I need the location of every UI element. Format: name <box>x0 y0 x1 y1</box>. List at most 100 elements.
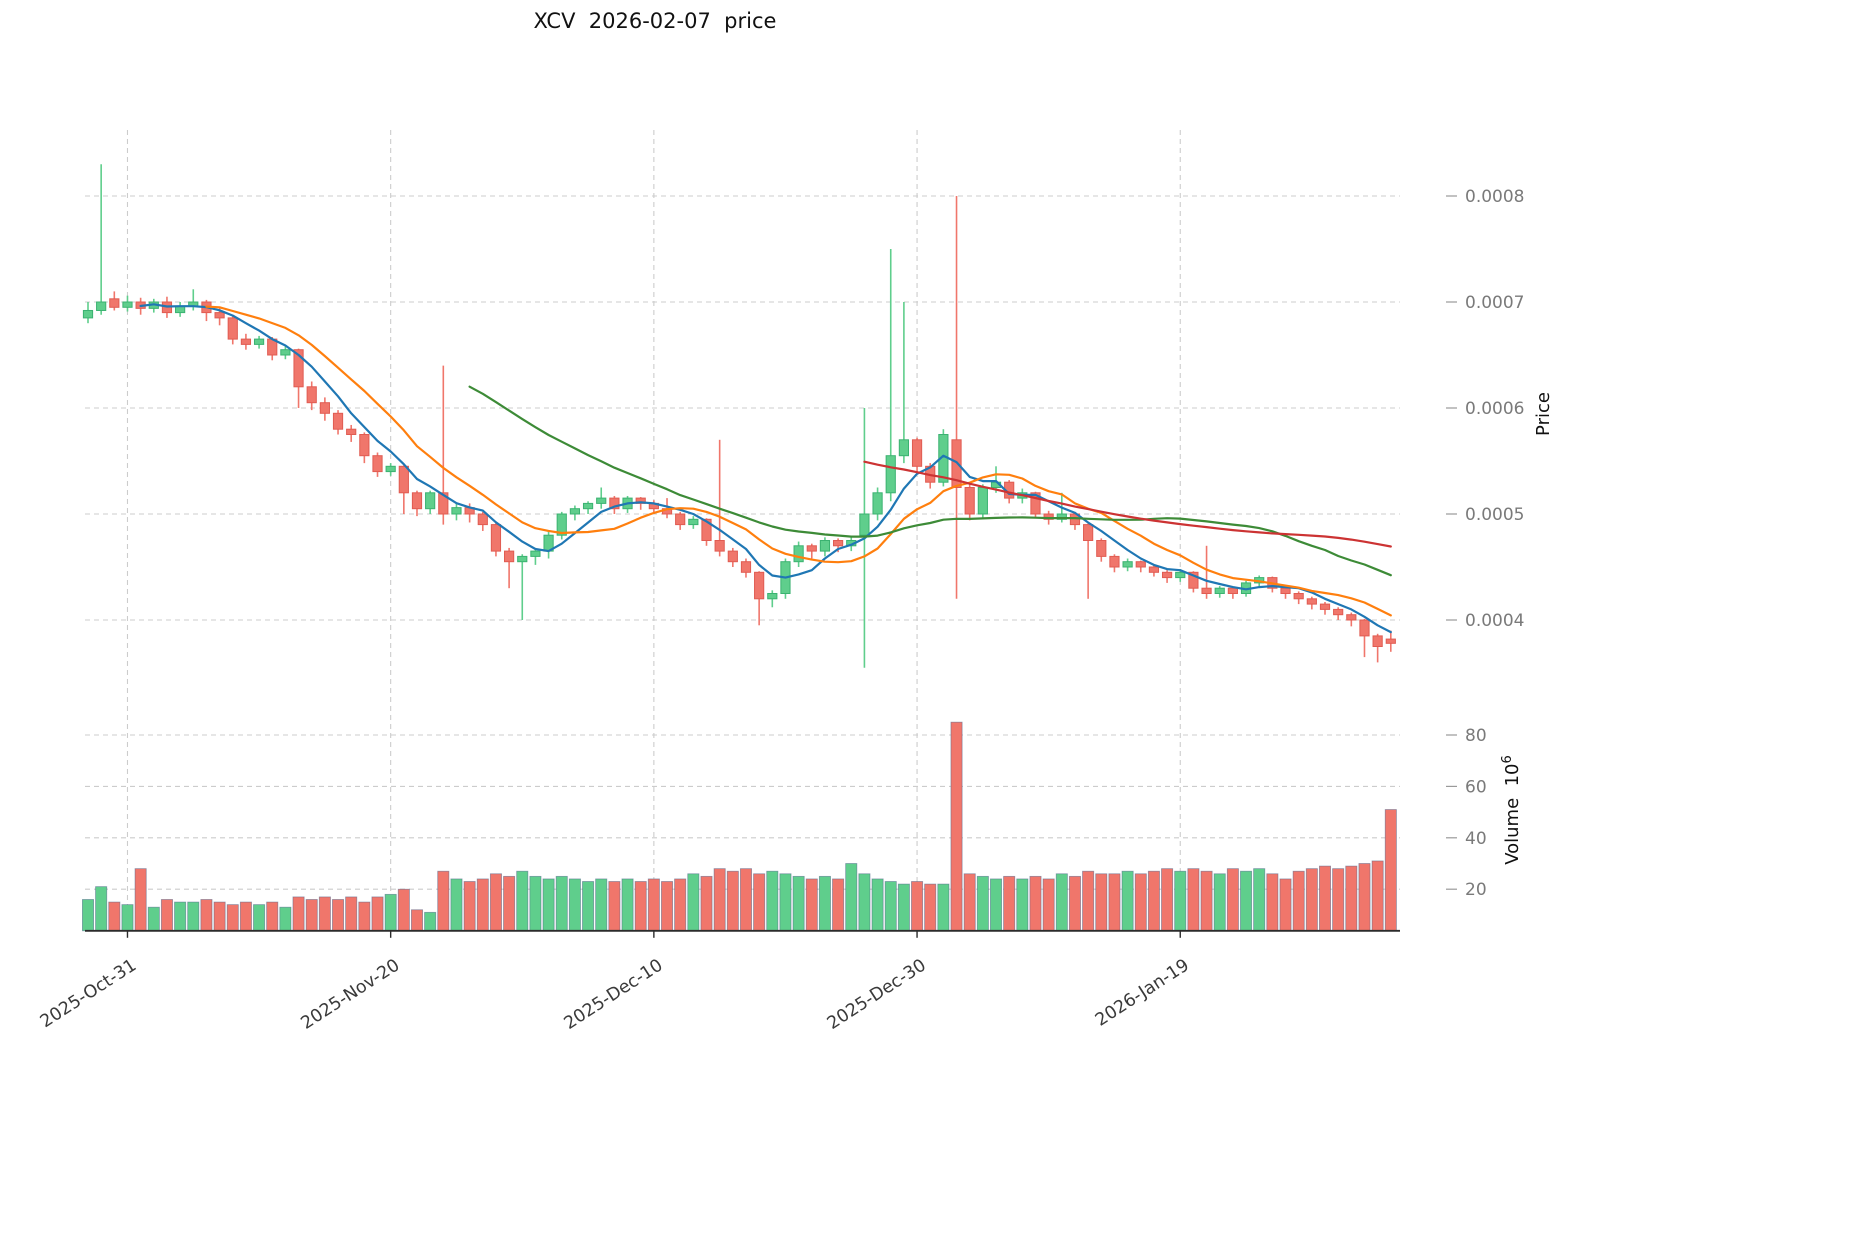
candle <box>898 439 909 457</box>
volume-bar <box>950 721 963 932</box>
candle <box>1122 561 1133 568</box>
volume-bar <box>529 875 542 932</box>
volume-bar <box>463 881 476 932</box>
ma-line-MA60 <box>863 460 1392 548</box>
volume-bar <box>1161 868 1174 932</box>
candle-bodies <box>82 298 1396 648</box>
volume-bar <box>437 870 450 932</box>
volume-bar <box>1003 875 1016 932</box>
volume-bar <box>450 878 463 932</box>
price-tick-label: 0.0006 <box>1465 399 1524 419</box>
candle <box>96 301 107 311</box>
volume-bar <box>542 878 555 932</box>
candle <box>911 439 923 467</box>
volume-bar <box>713 868 726 932</box>
volume-bar <box>121 904 134 932</box>
volume-bar <box>1187 868 1200 932</box>
x-tick-label: 2025-Nov-20 <box>298 955 404 1033</box>
volume-bar <box>924 883 937 932</box>
candle <box>1030 492 1041 515</box>
volume-bar <box>160 899 173 932</box>
volume-bar <box>1253 868 1266 932</box>
volume-bar <box>239 901 252 932</box>
volume-bar <box>897 883 910 932</box>
candle <box>517 555 528 563</box>
volume-bar <box>1305 868 1318 932</box>
volume-bar <box>147 906 160 932</box>
candle <box>688 518 699 526</box>
price-tick-label: 0.0007 <box>1465 293 1524 313</box>
volume-bar <box>568 878 581 932</box>
x-tick-label: 2025-Oct-31 <box>37 955 140 1032</box>
candle <box>582 502 594 510</box>
ma-line-MA5 <box>139 303 1392 634</box>
volume-tick-label: 80 <box>1465 726 1487 746</box>
volume-bar <box>292 896 305 932</box>
candle <box>306 386 317 404</box>
candle <box>819 540 831 552</box>
candle <box>359 434 370 457</box>
volume-bar <box>779 873 792 932</box>
volume-bar <box>489 873 502 932</box>
candle <box>596 497 607 504</box>
candle <box>1148 566 1160 573</box>
gridlines <box>85 130 1400 931</box>
volume-bar <box>753 873 766 932</box>
candle <box>727 550 738 563</box>
volume-bar <box>1055 873 1068 932</box>
volume-bar <box>1147 870 1160 932</box>
volume-bar <box>516 870 529 932</box>
volume-bar <box>266 901 279 932</box>
candle <box>214 312 225 319</box>
volume-bar <box>1108 873 1121 932</box>
candle <box>793 545 804 563</box>
volume-axis-label-main: Volume 10 <box>1502 763 1523 864</box>
candle <box>438 492 449 515</box>
volume-bar <box>661 881 674 932</box>
candle <box>1201 587 1212 595</box>
volume-tick-label: 20 <box>1465 880 1487 900</box>
ma-line-MA30 <box>468 385 1392 577</box>
volume-bar <box>845 863 858 932</box>
volume-bar <box>608 881 621 932</box>
volume-bar <box>832 878 845 932</box>
x-tick-label: 2025-Dec-10 <box>561 955 667 1033</box>
candle <box>122 301 133 308</box>
x-tick-label: 2026-Jan-19 <box>1092 955 1193 1030</box>
volume-bar <box>963 873 976 932</box>
candle <box>714 540 725 552</box>
volume-bar <box>187 901 200 932</box>
candle <box>240 338 252 345</box>
candle <box>859 513 870 536</box>
volume-bar <box>739 868 752 932</box>
volume-bar <box>674 878 687 932</box>
candle <box>609 497 620 510</box>
volume-bar <box>1240 870 1253 932</box>
volume-bar <box>226 904 239 932</box>
candle <box>425 492 436 510</box>
x-tick-label: 2025-Dec-30 <box>824 955 930 1033</box>
candle <box>1175 571 1186 579</box>
volume-bar <box>424 911 437 932</box>
candle <box>385 465 396 473</box>
volume-bar <box>1292 870 1305 932</box>
candle <box>701 518 712 541</box>
volume-bar <box>871 878 884 932</box>
volume-tick-label: 40 <box>1465 829 1487 849</box>
candle <box>227 317 238 340</box>
candle <box>1333 608 1344 616</box>
candle <box>477 513 488 526</box>
volume-bar <box>410 909 423 932</box>
price-tick-label: 0.0005 <box>1465 505 1524 525</box>
volume-bar <box>911 881 924 932</box>
moving-average-lines <box>139 303 1392 634</box>
candle <box>372 455 383 473</box>
candle-wicks <box>87 164 1392 668</box>
candle <box>530 550 541 557</box>
candle <box>767 593 778 600</box>
volume-bar <box>792 875 805 932</box>
volume-bar <box>647 878 660 932</box>
candle <box>1043 513 1054 520</box>
candle <box>1385 638 1396 644</box>
